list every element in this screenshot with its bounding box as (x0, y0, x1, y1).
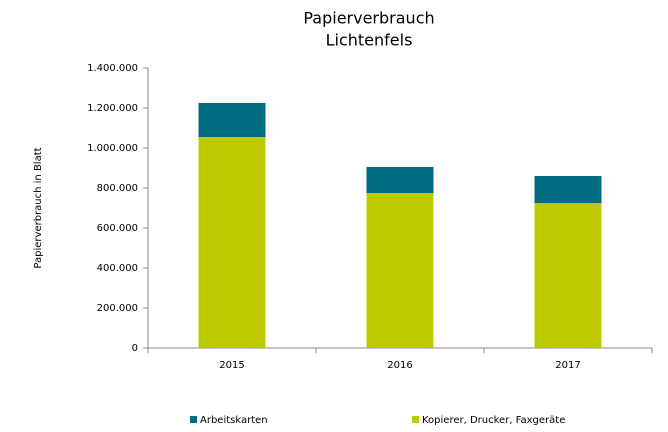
bar-segment (198, 137, 266, 348)
chart-title: Lichtenfels (326, 31, 413, 50)
y-tick-label: 1.400.000 (87, 63, 138, 74)
bar-segment (366, 167, 434, 193)
bar-segment (534, 176, 602, 203)
y-tick-label: 400.000 (97, 263, 138, 274)
y-tick-label: 200.000 (97, 303, 138, 314)
chart-title: Papierverbrauch (303, 9, 434, 28)
bar-segment (534, 203, 602, 348)
bar-segment (198, 103, 266, 137)
y-tick-label: 1.000.000 (87, 143, 138, 154)
bar-segment (366, 193, 434, 348)
x-tick-label: 2017 (555, 360, 580, 371)
x-tick-label: 2016 (387, 360, 412, 371)
x-tick-label: 2015 (219, 360, 244, 371)
legend-swatch (412, 416, 419, 423)
y-axis-label: Papierverbrauch in Blatt (33, 147, 44, 268)
legend-swatch (190, 416, 197, 423)
y-tick-label: 0 (132, 343, 138, 354)
y-tick-label: 600.000 (97, 223, 138, 234)
legend-label: Arbeitskarten (200, 415, 268, 426)
y-tick-label: 800.000 (97, 183, 138, 194)
y-tick-label: 1.200.000 (87, 103, 138, 114)
legend-label: Kopierer, Drucker, Faxgeräte (422, 415, 565, 426)
